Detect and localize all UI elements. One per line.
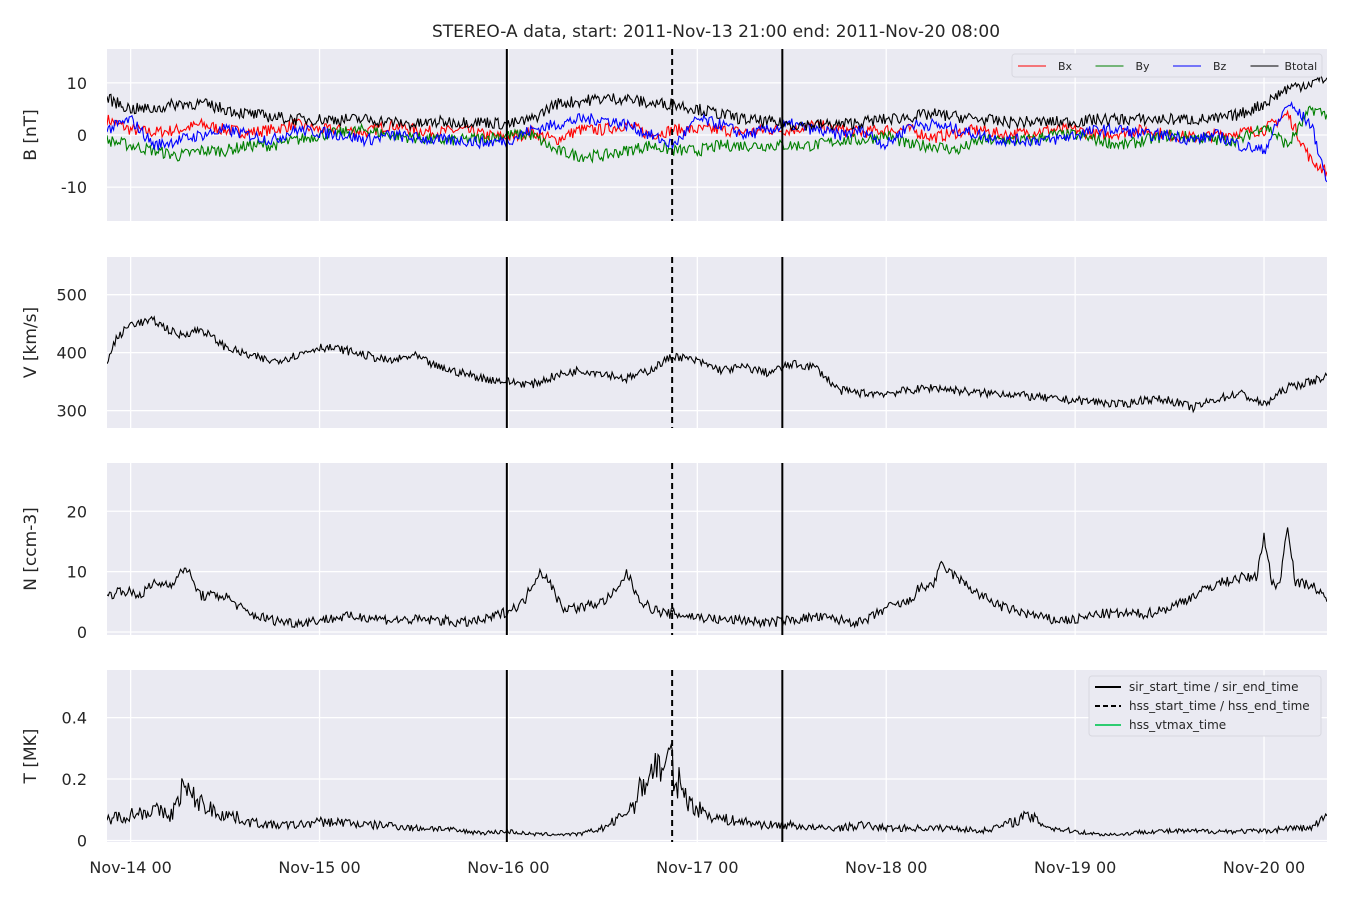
panels: -10 0 10 B [nT] Bx By Bz Btotal 300 400 500 V [km/s… <box>21 49 1327 877</box>
marker-legend-box <box>1088 675 1322 737</box>
y-tick-label: 500 <box>56 286 87 305</box>
x-tick-label: Nov-14 00 <box>89 858 171 877</box>
series-line-by <box>107 105 1327 164</box>
legend-label-btotal: Btotal <box>1285 60 1318 73</box>
y-tick-label: 0 <box>77 623 87 642</box>
y-tick-label: -10 <box>61 178 87 197</box>
panel-T: 0 0.2 0.4 T [MK] sir_start_time / sir_end_ti… <box>21 670 1327 850</box>
marker-legend-label: hss_vtmax_time <box>1129 718 1226 732</box>
y-tick-label: 10 <box>67 563 87 582</box>
series-line-n <box>107 527 1327 629</box>
panel-V: 300 400 500 V [km/s] <box>21 257 1327 428</box>
series-line-t <box>107 742 1327 838</box>
x-tick-label: Nov-15 00 <box>278 858 360 877</box>
legend-box <box>1011 53 1323 78</box>
panel-V-background <box>107 257 1327 428</box>
series-line-btotal <box>107 72 1327 133</box>
y-axis-label: V [km/s] <box>21 307 41 378</box>
panel-N: 0 10 20 N [ccm-3] <box>21 463 1327 642</box>
series-line-bx <box>107 109 1327 177</box>
y-tick-label: 400 <box>56 344 87 363</box>
x-tick-label: Nov-17 00 <box>656 858 738 877</box>
x-tick-label: Nov-20 00 <box>1223 858 1305 877</box>
series-line-v <box>107 315 1327 414</box>
legend-label-bz: Bz <box>1213 60 1227 73</box>
y-tick-label: 0 <box>77 831 87 850</box>
legend-label-by: By <box>1136 60 1151 73</box>
y-tick-label: 0 <box>77 126 87 145</box>
panel-N-background <box>107 463 1327 635</box>
y-tick-label: 0.2 <box>62 770 87 789</box>
x-tick-label: Nov-18 00 <box>845 858 927 877</box>
marker-legend-label: hss_start_time / hss_end_time <box>1129 699 1310 713</box>
y-tick-label: 10 <box>67 74 87 93</box>
y-tick-label: 0.4 <box>62 709 87 728</box>
marker-legend-label: sir_start_time / sir_end_time <box>1129 680 1299 694</box>
panel-B: -10 0 10 B [nT] Bx By Bz Btotal <box>21 49 1327 221</box>
y-axis-label: T [MK] <box>21 729 41 785</box>
y-axis-label: N [ccm-3] <box>21 507 41 591</box>
legend-label-bx: Bx <box>1058 60 1073 73</box>
y-axis-label: B [nT] <box>21 109 41 161</box>
y-tick-label: 20 <box>67 502 87 521</box>
series-line-bz <box>107 101 1327 183</box>
y-tick-label: 300 <box>56 402 87 421</box>
x-tick-label: Nov-19 00 <box>1034 858 1116 877</box>
x-tick-label: Nov-16 00 <box>467 858 549 877</box>
chart-title: STEREO-A data, start: 2011-Nov-13 21:00 … <box>432 22 1000 42</box>
